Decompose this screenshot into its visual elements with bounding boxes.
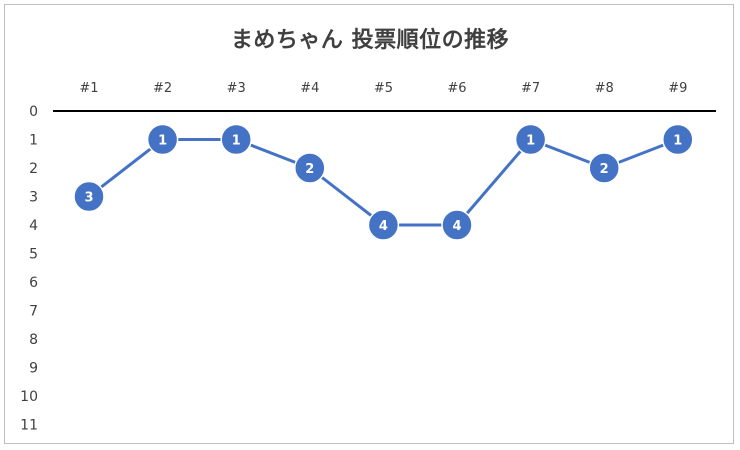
data-label: 3 [84, 191, 93, 206]
y-tick-label: 11 [20, 418, 38, 434]
data-point [146, 123, 179, 156]
data-point [441, 209, 473, 241]
y-tick-label: 2 [29, 161, 38, 177]
data-label: 1 [526, 134, 535, 149]
data-label: 1 [232, 134, 241, 149]
y-tick-label: 5 [29, 247, 38, 263]
data-point [220, 123, 252, 156]
x-tick-label: #2 [153, 81, 172, 96]
x-tick-label: #6 [447, 81, 466, 96]
y-tick-label: 7 [29, 304, 38, 320]
x-tick-label: #1 [79, 81, 98, 96]
data-point [73, 180, 105, 213]
x-tick-label: #9 [668, 81, 687, 96]
y-tick-label: 3 [29, 190, 38, 206]
chart-title: まめちゃん 投票順位の推移 [230, 28, 510, 53]
data-label: 2 [600, 162, 609, 177]
data-label: 1 [673, 134, 682, 149]
y-tick-label: 6 [29, 275, 38, 291]
data-point [514, 123, 547, 156]
data-label: 4 [452, 219, 461, 234]
data-label: 4 [379, 219, 388, 234]
y-tick-label: 8 [29, 332, 38, 348]
x-tick-label: #4 [300, 81, 319, 96]
x-tick-label: #7 [521, 81, 540, 96]
x-tick-label: #3 [227, 81, 246, 96]
data-point [367, 209, 400, 241]
x-tick-label: #8 [595, 81, 614, 96]
y-tick-label: 10 [20, 389, 38, 405]
data-point [294, 152, 326, 184]
y-tick-label: 0 [29, 104, 38, 120]
data-point [588, 152, 620, 184]
data-point [662, 123, 694, 156]
y-tick-label: 1 [29, 133, 38, 149]
y-tick-label: 9 [29, 361, 38, 377]
y-tick-label: 4 [29, 218, 38, 234]
x-tick-label: #5 [374, 81, 393, 96]
data-label: 1 [158, 134, 167, 149]
data-label: 2 [305, 162, 314, 177]
